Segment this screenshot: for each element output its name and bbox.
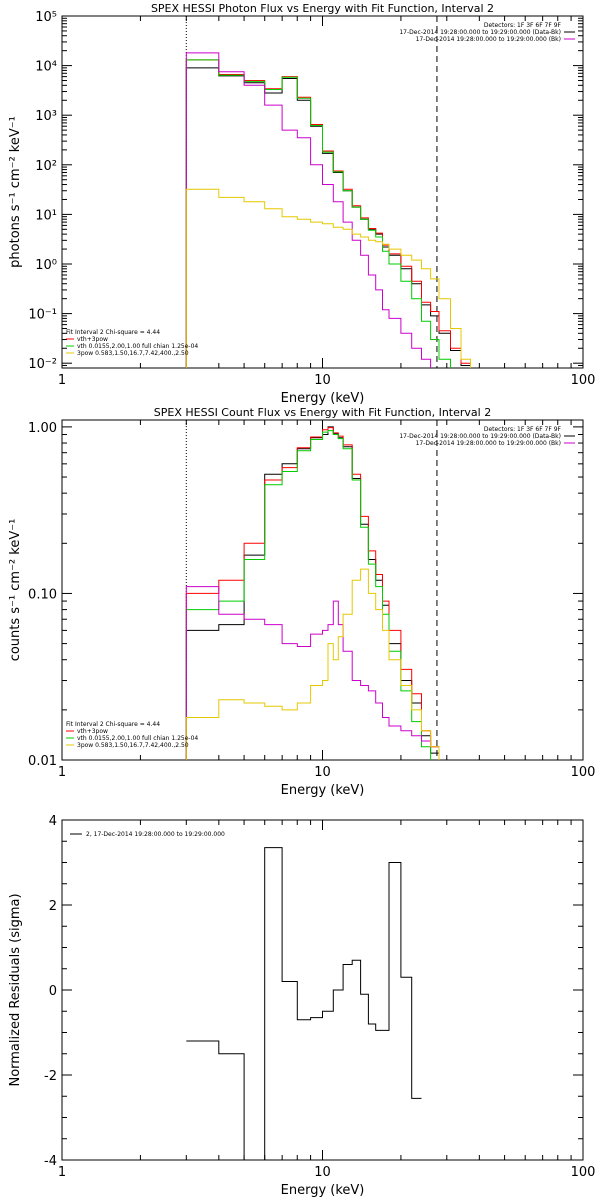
y-tick-label: 0 [49,984,57,999]
y-tick-label: 10⁵ [35,10,57,25]
series-line-3 [185,430,432,760]
y-tick-label: 0.01 [28,754,57,769]
series-line-4 [185,586,440,760]
series-line-1 [185,426,440,760]
legend-bottom-left-entry: vth 0.0155,2.00,1.00 full chian 1.25e-04 [77,735,198,742]
y-tick-label: 10⁰ [35,258,57,273]
y-tick-label: 1.00 [28,421,57,436]
x-tick-label: 100 [571,765,596,780]
legend-bottom-left-entry: Fit Interval 2 Chi-square = 4.44 [66,721,160,728]
y-tick-label: 10¹ [35,208,57,223]
series-line-1 [185,67,471,368]
y-tick-label: 10⁻¹ [28,308,57,323]
y-axis-label: photons s⁻¹ cm⁻² keV⁻¹ [8,116,23,268]
legend-top-left-entry: 2, 17-Dec-2014 19:28:00.000 to 19:29:00.… [86,831,225,838]
x-tick-label: 1 [58,1165,66,1180]
series-line-4 [185,52,432,368]
legend-bottom-left-entry: Fit Interval 2 Chi-square = 4.44 [66,329,160,336]
y-tick-label: -2 [44,1069,57,1084]
x-tick-label: 1 [58,373,66,388]
y-tick-label: 2 [49,899,57,914]
plot-frame-2 [61,419,584,761]
series-line-1 [186,847,422,1161]
x-axis-label: Energy (keV) [281,1183,365,1198]
series-line-2 [185,59,471,368]
legend-bottom-left-entry: vth 0.0155,2.00,1.00 full chian 1.25e-04 [77,343,198,350]
series-line-5 [185,568,440,760]
legend-bottom-left-entry: vth+3pow [77,336,108,343]
y-tick-label: 10³ [35,109,57,124]
legend-top-right-entry: 17-Dec-2014 19:28:00.000 to 19:29:00.000… [399,433,561,440]
y-axis-label: Normalized Residuals (sigma) [8,893,23,1086]
x-tick-label: 10 [314,373,331,388]
x-tick-label: 10 [314,765,331,780]
plot-frame-1 [61,15,584,369]
x-axis-label: Energy (keV) [281,783,365,798]
y-tick-label: 4 [49,814,57,829]
legend-top-right-entry: 17-Dec-2014 19:28:00.000 to 19:29:00.000… [416,440,561,447]
legend-bottom-left-entry: vth+3pow [77,728,108,735]
x-tick-label: 100 [571,1165,596,1180]
plot-frame-3 [61,819,584,1161]
legend-bottom-left-entry: 3pow 0.583,1.50,16.7,7.42,400.,2.50 [77,742,189,749]
chart-title: SPEX HESSI Count Flux vs Energy with Fit… [154,406,491,419]
y-tick-label: 0.10 [28,587,57,602]
x-tick-label: 1 [58,765,66,780]
y-tick-label: 10⁻² [28,357,57,372]
y-axis-label: counts s⁻¹ cm⁻² keV⁻¹ [8,519,23,662]
chart-title: SPEX HESSI Photon Flux vs Energy with Fi… [151,2,494,15]
y-tick-label: 10⁴ [35,60,57,75]
legend-bottom-left-entry: 3pow 0.583,1.50,16.7,7.42,400.,2.50 [77,350,189,357]
legend-top-right-entry: 17-Dec-2014 19:28:00.000 to 19:29:00.000… [416,36,561,43]
x-tick-label: 100 [571,373,596,388]
x-axis-label: Energy (keV) [281,391,365,406]
legend-top-right-entry: Detectors: 1F 3F 6F 7F 9F [484,426,562,433]
series-line-3 [185,59,451,368]
series-line-5 [185,188,471,368]
series-line-2 [185,427,440,760]
x-tick-label: 10 [314,1165,331,1180]
legend-top-right-entry: Detectors: 1F 3F 6F 7F 9F [484,22,562,29]
y-tick-label: -4 [44,1154,57,1169]
legend-top-right-entry: 17-Dec-2014 19:28:00.000 to 19:29:00.000… [399,29,561,36]
y-tick-label: 10² [35,159,57,174]
